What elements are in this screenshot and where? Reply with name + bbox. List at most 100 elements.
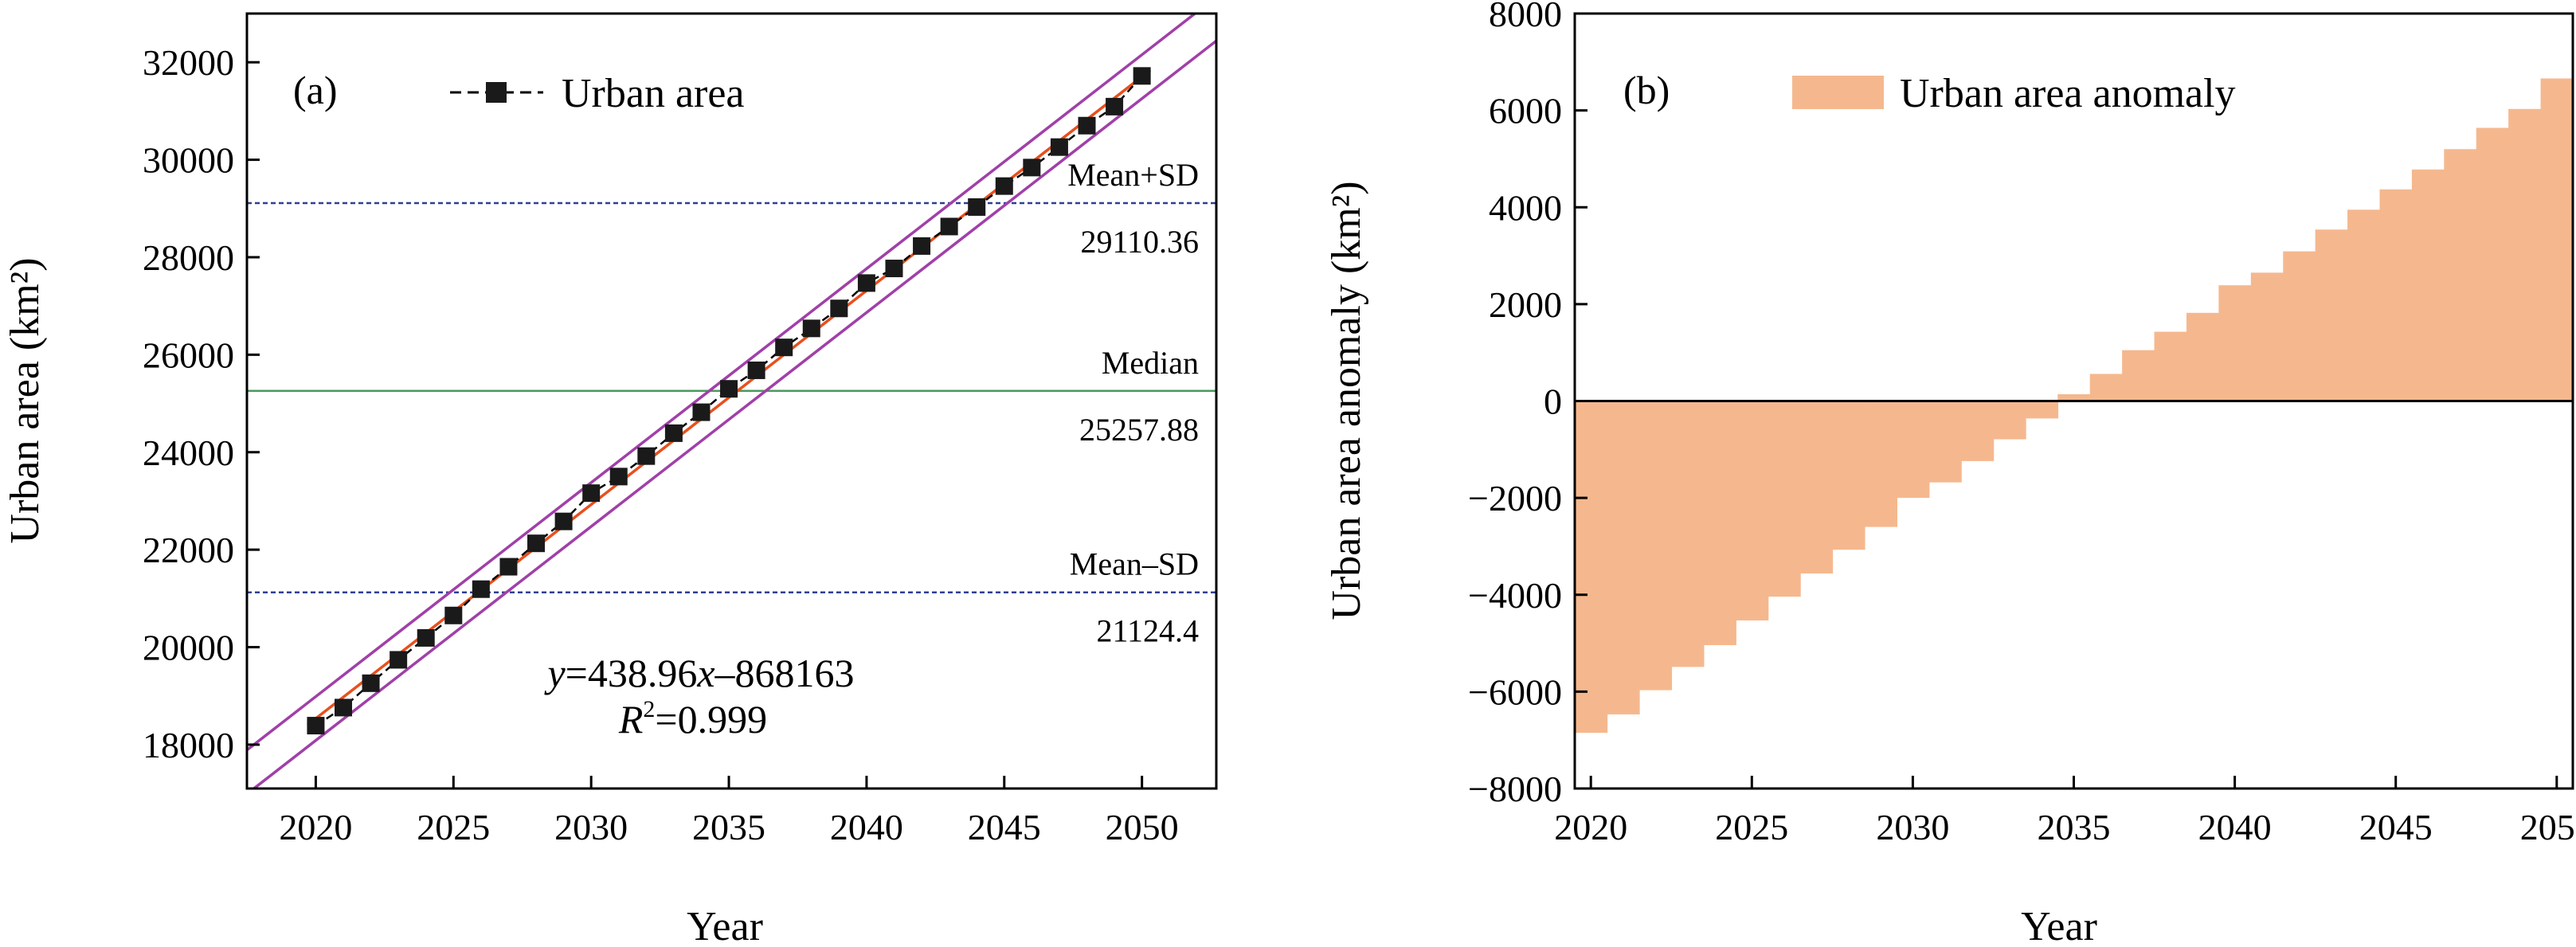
urban-area-point-2037	[775, 338, 793, 357]
anomaly-bar-2027	[1799, 401, 1834, 573]
y-tick-label-b--4000: −4000	[1468, 575, 1562, 616]
urban-area-point-2032	[637, 447, 656, 465]
urban-area-point-2038	[802, 319, 820, 338]
y-tick-label-a-28000: 28000	[143, 237, 234, 278]
anomaly-bar-2035	[2057, 393, 2091, 401]
urban-area-point-2041	[885, 260, 903, 278]
legend-label-anomaly: Urban area anomaly	[1900, 71, 2236, 116]
x-tick-label-b-2045: 2045	[2359, 807, 2433, 847]
anomaly-bar-2028	[1832, 401, 1865, 550]
y-tick-label-a-22000: 22000	[143, 530, 234, 570]
anomaly-bar-2048	[2476, 127, 2509, 401]
anomaly-bar-2050	[2540, 78, 2574, 401]
x-tick-label-b-2030: 2030	[1876, 807, 1949, 847]
urban-area-point-2027	[499, 558, 518, 576]
urban-area-point-2026	[472, 580, 490, 598]
anomaly-bar-2046	[2411, 169, 2445, 401]
y-tick-label-b--6000: −6000	[1468, 671, 1562, 712]
anomaly-bar-2022	[1638, 401, 1673, 691]
x-tick-label-a-2030: 2030	[554, 807, 628, 847]
anomaly-bar-2037	[2122, 350, 2155, 401]
y-tick-label-b-8000: 8000	[1489, 0, 1562, 34]
panel-a-frame	[245, 12, 1218, 790]
y-tick-label-b-4000: 4000	[1489, 187, 1562, 228]
x-tick-label-b-2025: 2025	[1715, 807, 1788, 847]
reference-value-1: 25257.88	[1079, 412, 1199, 448]
anomaly-bar-2024	[1703, 401, 1736, 645]
urban-area-point-2044	[968, 198, 986, 216]
reference-value-0: 29110.36	[1080, 224, 1199, 260]
urban-area-point-2033	[664, 424, 683, 442]
urban-area-point-2047	[1050, 138, 1068, 156]
anomaly-bar-2032	[1961, 401, 1995, 461]
y-tick-label-a-32000: 32000	[143, 42, 234, 83]
anomaly-bar-2038	[2154, 331, 2187, 401]
urban-area-point-2042	[913, 237, 931, 255]
urban-area-point-2043	[940, 217, 958, 236]
reference-label-0: Mean+SD	[1067, 157, 1199, 193]
urban-area-point-2045	[995, 177, 1013, 195]
confidence-bound-upper	[247, 14, 1198, 752]
urban-area-point-2020	[307, 717, 325, 735]
reference-value-2: 21124.4	[1096, 613, 1199, 649]
panel-a-urban-area-trend: Mean+SD 29110.36 Median 25257.88 Mean–SD 2112…	[2, 12, 1218, 947]
x-tick-label-a-2045: 2045	[968, 807, 1041, 847]
equation-text: y=438.96x–868163	[543, 651, 854, 695]
y-tick-label-a-20000: 20000	[143, 628, 234, 668]
anomaly-bar-2034	[2025, 401, 2059, 419]
panel-a-label: (a)	[293, 68, 338, 112]
urban-area-point-2021	[335, 699, 353, 717]
y-tick-label-b--8000: −8000	[1468, 769, 1562, 809]
anomaly-bar-2031	[1928, 401, 1962, 483]
r-squared-text: R2=0.999	[618, 696, 767, 742]
y-axis-title-b: Urban area anomaly (km²)	[1324, 181, 1369, 620]
legend-swatch-anomaly	[1792, 76, 1884, 109]
panel-b-legend: Urban area anomaly	[1792, 71, 2236, 116]
urban-area-point-2036	[747, 361, 765, 379]
anomaly-bar-2040	[2218, 285, 2252, 401]
y-tick-label-a-24000: 24000	[143, 432, 234, 473]
urban-area-point-2024	[417, 628, 435, 647]
urban-area-point-2030	[582, 484, 601, 503]
legend-label-urban-area: Urban area	[562, 71, 745, 116]
x-tick-label-a-2020: 2020	[279, 807, 352, 847]
y-tick-label-b--2000: −2000	[1468, 478, 1562, 519]
panel-a-legend: Urban area	[450, 71, 745, 116]
urban-area-point-2023	[390, 651, 408, 669]
anomaly-bar-2030	[1897, 401, 1930, 499]
y-tick-label-a-18000: 18000	[143, 725, 234, 765]
y-tick-label-a-26000: 26000	[143, 335, 234, 375]
legend-marker-urban-area	[486, 82, 507, 103]
x-tick-label-b-2020: 2020	[1554, 807, 1627, 847]
panel-b-urban-area-anomaly: 2020 2025 2030 2035 2040 2045 2050 −8000 −6000 −4…	[1324, 0, 2576, 947]
y-tick-label-a-30000: 30000	[143, 140, 234, 181]
anomaly-bar-2029	[1864, 401, 1897, 527]
anomaly-bar-2042	[2283, 251, 2316, 401]
anomaly-bar-2045	[2379, 189, 2413, 401]
anomaly-bar-2023	[1671, 401, 1705, 667]
urban-area-point-2050	[1133, 67, 1151, 85]
urban-area-point-2035	[720, 380, 738, 398]
y-tick-label-b-6000: 6000	[1489, 91, 1562, 131]
reference-label-1: Median	[1102, 345, 1199, 381]
anomaly-bar-2033	[1993, 401, 2026, 440]
anomaly-bar-2025	[1736, 401, 1769, 620]
y-axis-title-a: Urban area (km²)	[2, 257, 48, 543]
panel-b-label: (b)	[1623, 68, 1670, 112]
anomaly-bar-2021	[1607, 401, 1640, 714]
urban-area-point-2031	[609, 468, 628, 486]
x-tick-label-b-2040: 2040	[2198, 807, 2272, 847]
panel-a-axes: Mean+SD 29110.36 Median 25257.88 Mean–SD 2112…	[143, 42, 1199, 847]
urban-area-point-2022	[362, 674, 380, 692]
anomaly-bar-2049	[2508, 108, 2542, 401]
urban-area-point-2046	[1023, 158, 1041, 177]
urban-area-point-2028	[527, 534, 546, 553]
x-axis-title-b: Year	[2021, 904, 2097, 947]
reference-label-2: Mean–SD	[1070, 546, 1199, 582]
urban-area-point-2025	[444, 606, 463, 624]
panel-b-plot-area	[1575, 78, 2574, 734]
urban-area-point-2039	[830, 299, 848, 318]
x-tick-label-a-2025: 2025	[417, 807, 490, 847]
anomaly-bar-2036	[2089, 374, 2123, 401]
